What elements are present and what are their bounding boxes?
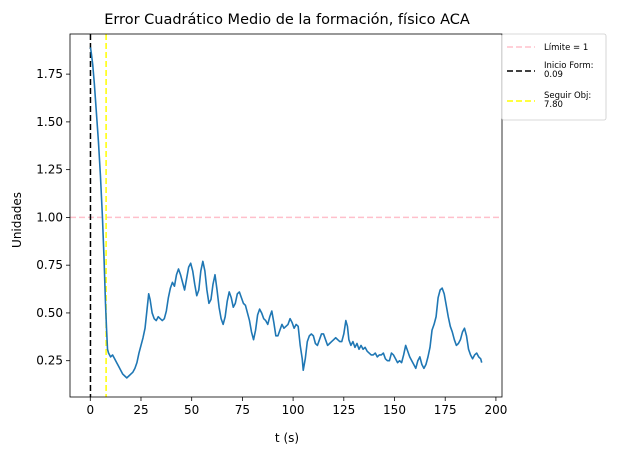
y-tick-label: 1.00 [36, 210, 63, 224]
legend-label: 7.80 [544, 100, 563, 110]
x-tick-label: 125 [332, 403, 355, 417]
y-tick-label: 0.50 [36, 306, 63, 320]
y-tick-label: 1.50 [36, 115, 63, 129]
legend-label: Seguir Obj: [544, 91, 591, 101]
y-tick-label: 1.75 [36, 67, 63, 81]
x-axis: 0 25 50 75 100 125 150 175 200 [86, 397, 507, 417]
legend-limite: Límite = 1 [507, 43, 588, 53]
x-tick-label: 50 [184, 403, 199, 417]
legend-label: Inicio Form: [544, 61, 593, 71]
x-tick-label: 25 [133, 403, 148, 417]
plot-area [69, 33, 503, 398]
x-tick-label: 75 [235, 403, 250, 417]
y-axis: 0.25 0.50 0.75 1.00 1.25 1.50 1.75 [36, 67, 70, 368]
y-tick-label: 0.25 [36, 354, 63, 368]
legend-label: 0.09 [544, 70, 563, 80]
x-tick-label: 175 [434, 403, 457, 417]
x-tick-label: 200 [484, 403, 507, 417]
y-tick-label: 0.75 [36, 258, 63, 272]
plot-frame [69, 33, 503, 398]
y-axis-label: Unidades [10, 192, 24, 248]
legend-seguir-obj: Seguir Obj:7.80 [507, 91, 591, 110]
error-series-line [89, 47, 483, 379]
y-tick-label: 1.25 [36, 163, 63, 177]
chart-title: Error Cuadrático Medio de la formación, … [104, 12, 470, 28]
legend-label: Límite = 1 [544, 43, 588, 53]
legend-inicio-form: Inicio Form:0.09 [507, 61, 593, 80]
x-axis-label: t (s) [275, 431, 299, 445]
legend: Límite = 1 Inicio Form:0.09 Seguir Obj:7.8… [501, 33, 607, 121]
x-tick-label: 0 [86, 403, 94, 417]
legend-box [501, 33, 607, 121]
x-tick-label: 100 [282, 403, 305, 417]
x-tick-label: 150 [383, 403, 406, 417]
